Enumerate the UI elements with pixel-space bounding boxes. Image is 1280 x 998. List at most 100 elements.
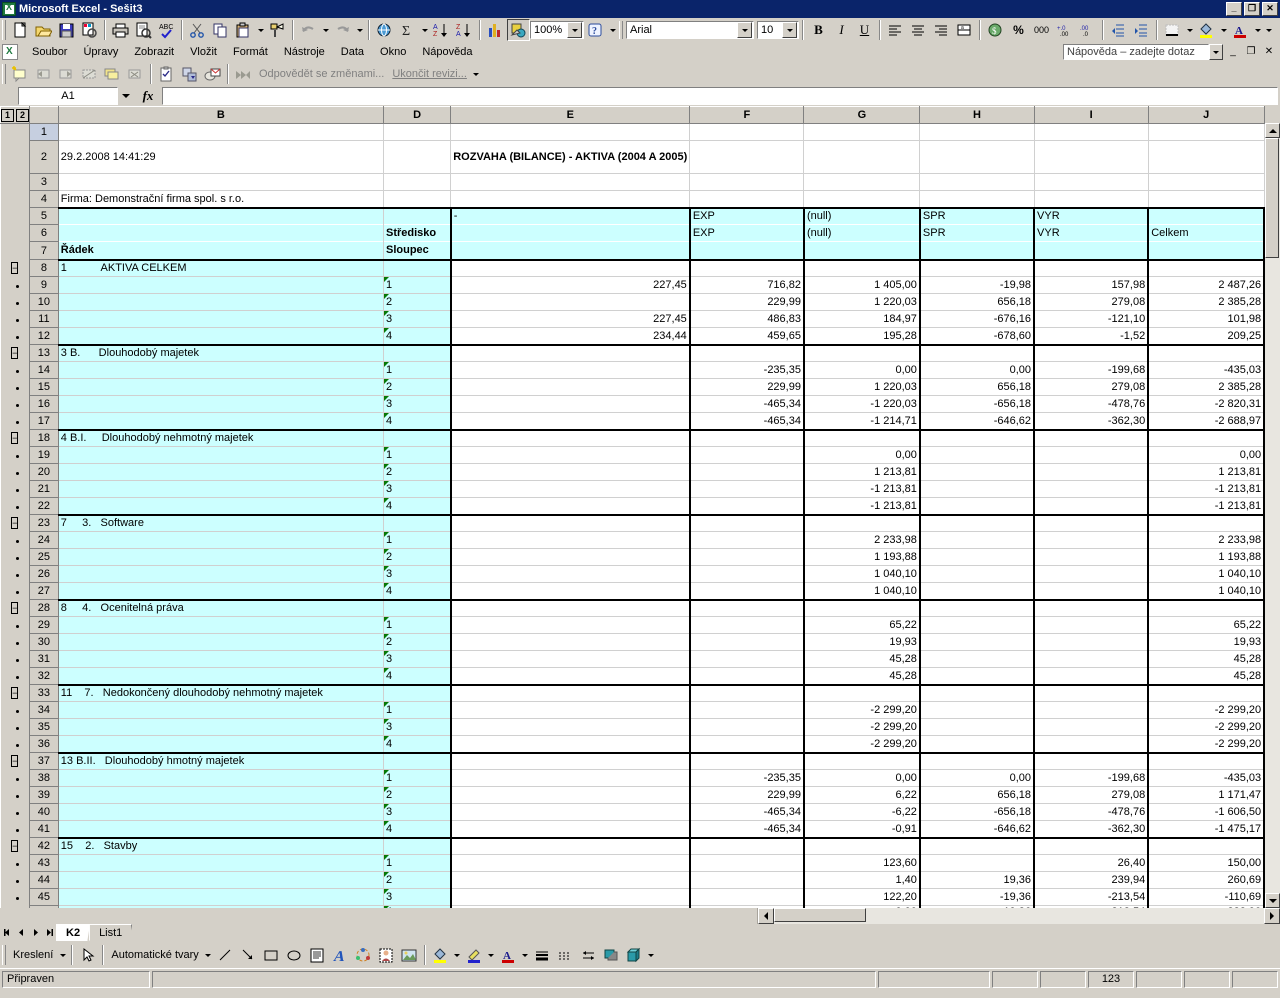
cell-E13[interactable] [449, 343, 691, 362]
cell-H27[interactable] [918, 582, 1035, 600]
drawing-overflow-chevron-down-icon[interactable] [646, 944, 657, 966]
cell-J37[interactable] [1147, 751, 1266, 770]
fill-color-chevron-down-icon[interactable] [1218, 19, 1229, 41]
font-name-chevron-down-icon[interactable] [737, 22, 752, 38]
rectangle-icon[interactable] [260, 944, 283, 966]
cell-D8[interactable] [382, 258, 452, 277]
menu-item-data[interactable]: Data [340, 46, 365, 58]
cell-I39[interactable]: 279,08 [1033, 786, 1149, 804]
cell-D2[interactable] [382, 140, 452, 174]
cell-H34[interactable] [918, 701, 1035, 719]
outline-collapse-button[interactable]: − [11, 262, 19, 274]
cell-E31[interactable] [449, 650, 691, 668]
cell-G8[interactable] [802, 258, 921, 277]
cell-I15[interactable]: 279,08 [1033, 378, 1149, 396]
menu-item-vlozit[interactable]: Vložit [190, 46, 217, 58]
cell-F37[interactable] [688, 751, 805, 770]
cell-I6[interactable]: VYR [1033, 224, 1149, 242]
prev-comment-icon[interactable] [32, 63, 55, 85]
cell-G37[interactable] [802, 751, 921, 770]
cell-F4[interactable] [689, 190, 805, 208]
cell-G14[interactable]: 0,00 [802, 361, 921, 379]
cell-H9[interactable]: -19,98 [918, 276, 1035, 294]
arrow-icon[interactable] [237, 944, 260, 966]
cell-F19[interactable] [688, 446, 805, 464]
cell-I19[interactable] [1033, 446, 1149, 464]
cell-H14[interactable]: 0,00 [918, 361, 1035, 379]
cell-F31[interactable] [688, 650, 805, 668]
column-header-e[interactable]: E [450, 106, 691, 124]
cell-J22[interactable]: -1 213,81 [1147, 497, 1266, 515]
cell-I16[interactable]: -478,76 [1033, 395, 1149, 413]
cell-D19[interactable]: 1 [382, 446, 452, 464]
cell-G6[interactable]: (null) [802, 224, 921, 242]
cell-J28[interactable] [1147, 598, 1266, 617]
cell-J11[interactable]: 101,98 [1147, 310, 1266, 328]
cell-I20[interactable] [1033, 463, 1149, 481]
cell-G11[interactable]: 184,97 [802, 310, 921, 328]
name-box-chevron-down-icon[interactable] [118, 87, 134, 105]
sheet-table[interactable]: 1 2 B D E F G H I J 1 2 29.2.2008 14:41:29 ROZVAHA (B… [0, 106, 1266, 909]
row-header-33[interactable]: 33 [29, 684, 59, 702]
cell-F9[interactable]: 716,82 [688, 276, 805, 294]
cell-H12[interactable]: -678,60 [918, 327, 1035, 345]
row-header-8[interactable]: 8 [29, 259, 59, 277]
cell-G20[interactable]: 1 213,81 [802, 463, 921, 481]
end-review-label[interactable]: Ukončit revizi... [392, 68, 467, 80]
cell-H18[interactable] [918, 428, 1035, 447]
cell-I29[interactable] [1033, 616, 1149, 634]
row-header-32[interactable]: 32 [29, 667, 59, 685]
format-painter-icon[interactable] [266, 19, 289, 41]
cell-G30[interactable]: 19,93 [802, 633, 921, 651]
cell-B13[interactable]: 3 B. Dlouhodobý majetek [57, 343, 384, 362]
cell-D30[interactable]: 2 [382, 633, 452, 651]
cell-E9[interactable]: 227,45 [449, 276, 691, 294]
cell-H31[interactable] [918, 650, 1035, 668]
cell-E28[interactable] [449, 598, 691, 617]
cell-B38[interactable] [57, 769, 384, 787]
cell-B1[interactable] [57, 123, 384, 141]
font-color-chevron-down-icon[interactable] [1252, 19, 1263, 41]
cell-F18[interactable] [688, 428, 805, 447]
update-file-icon[interactable] [178, 63, 201, 85]
paste-icon[interactable] [232, 19, 255, 41]
print-icon[interactable] [109, 19, 132, 41]
cell-J38[interactable]: -435,03 [1147, 769, 1266, 787]
cell-J18[interactable] [1147, 428, 1266, 447]
row-header-43[interactable]: 43 [29, 854, 59, 872]
cell-F8[interactable] [688, 258, 805, 277]
select-arrow-icon[interactable] [76, 944, 99, 966]
row-header-25[interactable]: 25 [29, 548, 59, 566]
cell-D45[interactable]: 3 [382, 888, 452, 906]
outline-gutter-cell[interactable]: − [0, 684, 30, 702]
sheet-tab-list1[interactable]: List1 [89, 924, 133, 941]
cell-J5[interactable] [1147, 206, 1266, 225]
cell-F32[interactable] [688, 667, 805, 685]
menu-item-format[interactable]: Formát [232, 46, 268, 58]
cell-G29[interactable]: 65,22 [802, 616, 921, 634]
underline-button[interactable]: U [853, 19, 876, 41]
row-header-4[interactable]: 4 [29, 190, 59, 208]
cell-E44[interactable] [449, 871, 691, 889]
cell-B44[interactable] [57, 871, 384, 889]
column-header-f[interactable]: F [689, 106, 805, 124]
row-header-11[interactable]: 11 [29, 310, 59, 328]
row-header-1[interactable]: 1 [29, 123, 59, 141]
outline-collapse-button[interactable]: − [11, 432, 19, 444]
cell-H11[interactable]: -676,16 [918, 310, 1035, 328]
cell-H7[interactable] [918, 241, 1035, 261]
outline-gutter-cell[interactable]: − [0, 344, 30, 362]
cell-D26[interactable]: 3 [382, 565, 452, 583]
cell-B10[interactable] [57, 293, 384, 311]
cell-H20[interactable] [918, 463, 1035, 481]
row-header-28[interactable]: 28 [29, 599, 59, 617]
row-header-26[interactable]: 26 [29, 565, 59, 583]
cell-I27[interactable] [1033, 582, 1149, 600]
horizontal-scroll-thumb[interactable] [774, 908, 866, 923]
scroll-up-button[interactable] [1265, 123, 1280, 138]
column-header-b[interactable]: B [57, 106, 384, 124]
minimize-button[interactable]: _ [1226, 2, 1242, 16]
cell-B19[interactable] [57, 446, 384, 464]
cell-B12[interactable] [57, 327, 384, 345]
cell-J26[interactable]: 1 040,10 [1147, 565, 1266, 583]
